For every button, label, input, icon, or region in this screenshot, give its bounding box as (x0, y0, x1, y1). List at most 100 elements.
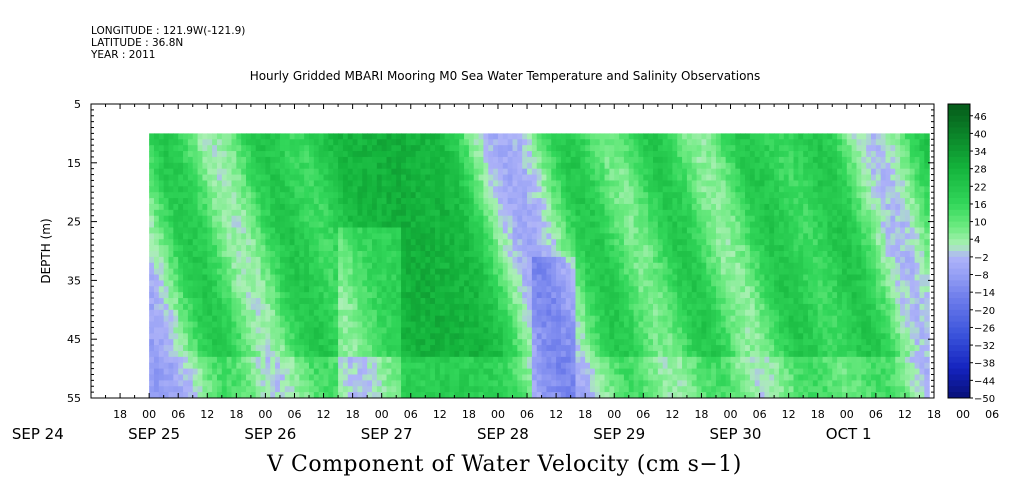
heatmap-cell (449, 368, 455, 376)
heatmap-cell (260, 139, 267, 146)
heatmap-cell (464, 233, 470, 240)
heatmap-cell (158, 392, 165, 398)
heatmap-cell (207, 327, 213, 334)
heatmap-cell (546, 274, 552, 281)
heatmap-cell (575, 239, 581, 246)
heatmap-cell (381, 174, 388, 182)
heatmap-cell (275, 227, 281, 234)
heatmap-cell (531, 362, 538, 370)
heatmap-cell (502, 333, 509, 340)
heatmap-cell (216, 192, 223, 199)
heatmap-cell (541, 386, 548, 393)
heatmap-cell (347, 186, 354, 193)
heatmap-cell (289, 339, 296, 346)
heatmap-cell (168, 392, 174, 398)
heatmap-cell (517, 203, 523, 211)
heatmap-cell (444, 268, 451, 276)
heatmap-cell (347, 168, 354, 176)
heatmap-cell (459, 368, 465, 376)
heatmap-cell (430, 180, 436, 187)
heatmap-cell (338, 280, 344, 287)
heatmap-cell (653, 286, 659, 293)
heatmap-cell (580, 315, 586, 323)
heatmap-cell (434, 350, 441, 358)
heatmap-cell (362, 203, 368, 211)
heatmap-cell (362, 298, 368, 305)
heatmap-cell (604, 151, 610, 158)
heatmap-cell (153, 274, 160, 281)
heatmap-cell (260, 356, 267, 364)
heatmap-cell (430, 292, 436, 299)
heatmap-cell (352, 145, 359, 152)
heatmap-cell (502, 239, 509, 246)
heatmap-cell (628, 221, 635, 229)
heatmap-cell (502, 392, 509, 398)
heatmap-cell (202, 180, 208, 187)
heatmap-cell (381, 162, 388, 170)
heatmap-cell (391, 186, 397, 193)
heatmap-cell (531, 133, 538, 140)
heatmap-cell (386, 162, 392, 170)
heatmap-cell (168, 151, 174, 158)
heatmap-cell (653, 139, 659, 146)
heatmap-cell (434, 315, 441, 323)
heatmap-cell (483, 280, 489, 287)
heatmap-cell (536, 139, 543, 146)
heatmap-cell (565, 233, 572, 240)
heatmap-cell (546, 362, 552, 370)
heatmap-cell (212, 215, 218, 223)
heatmap-cell (590, 362, 596, 370)
heatmap-cell (342, 174, 349, 182)
heatmap-cell (299, 174, 305, 182)
heatmap-cell (367, 203, 373, 211)
heatmap-cell (464, 280, 470, 287)
heatmap-cell (352, 321, 359, 329)
heatmap-cell (590, 162, 596, 170)
heatmap-cell (357, 268, 363, 276)
heatmap-cell (357, 274, 363, 281)
heatmap-cell (667, 139, 673, 146)
heatmap-cell (153, 339, 160, 346)
heatmap-cell (575, 151, 581, 158)
heatmap-cell (236, 186, 242, 193)
heatmap-cell (207, 215, 213, 223)
heatmap-cell (357, 362, 363, 370)
heatmap-cell (328, 180, 334, 187)
heatmap-cell (657, 315, 664, 323)
heatmap-cell (304, 345, 310, 352)
heatmap-cell (599, 239, 606, 246)
heatmap-cell (270, 145, 276, 152)
heatmap-cell (289, 162, 296, 170)
heatmap-cell (318, 186, 325, 193)
heatmap-cell (643, 315, 649, 323)
heatmap-cell (420, 180, 426, 187)
heatmap-cell (420, 309, 426, 317)
heatmap-cell (497, 180, 504, 187)
heatmap-cell (275, 209, 281, 217)
heatmap-cell (197, 327, 204, 334)
heatmap-cell (517, 168, 523, 176)
latitude-label: LATITUDE : 36.8N (91, 37, 184, 49)
heatmap-cell (338, 380, 344, 387)
heatmap-cell (294, 368, 300, 376)
heatmap-cell (265, 168, 271, 176)
heatmap-cell (284, 303, 291, 311)
heatmap-cell (401, 168, 407, 176)
heatmap-cell (497, 303, 504, 311)
heatmap-cell (580, 209, 586, 217)
heatmap-cell (444, 209, 451, 217)
heatmap-cell (357, 221, 363, 229)
heatmap-cell (197, 151, 204, 158)
heatmap-cell (265, 356, 271, 364)
heatmap-cell (439, 327, 446, 334)
heatmap-cell (609, 274, 615, 281)
heatmap-cell (425, 386, 431, 393)
heatmap-cell (580, 280, 586, 287)
heatmap-cell (488, 386, 494, 393)
heatmap-cell (599, 321, 606, 329)
heatmap-cell (178, 186, 184, 193)
heatmap-cell (604, 380, 610, 387)
heatmap-cell (410, 139, 417, 146)
heatmap-cell (192, 168, 199, 176)
heatmap-cell (362, 227, 368, 234)
